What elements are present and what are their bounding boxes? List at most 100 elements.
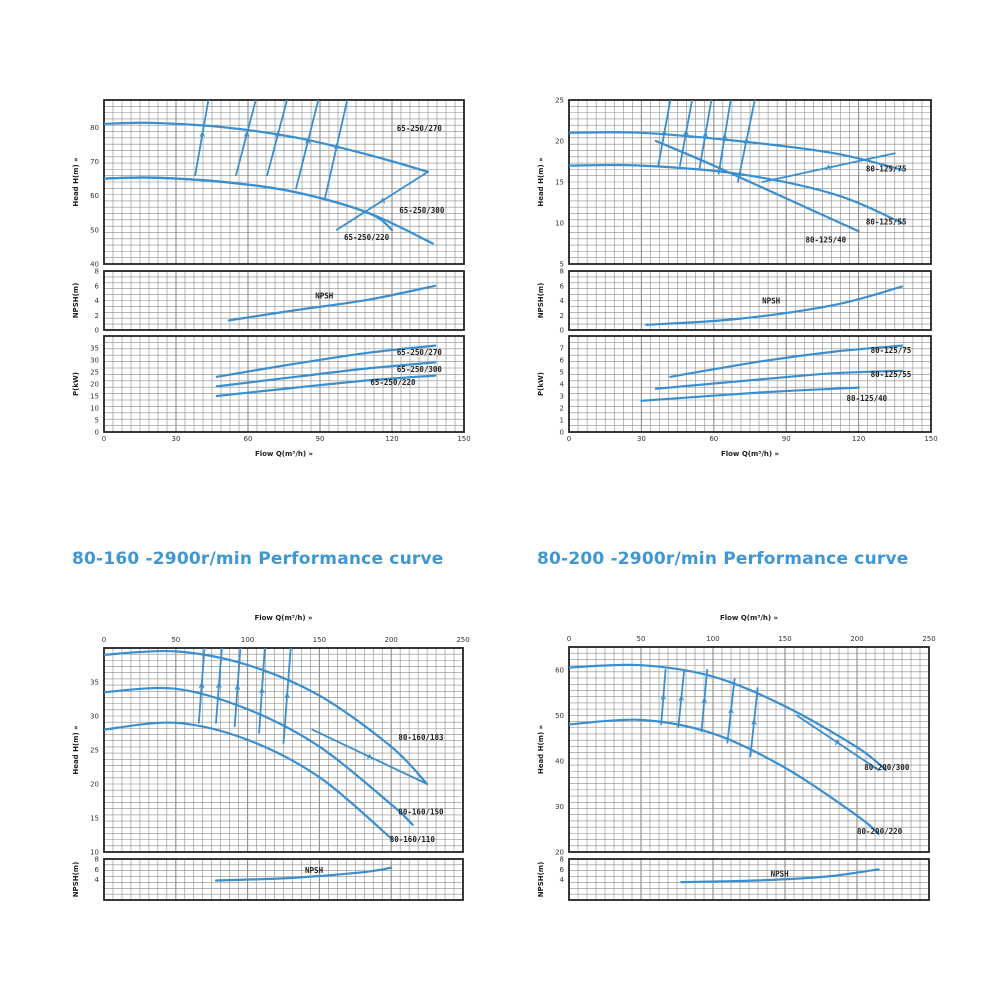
chart-title-80-160: 80-160 -2900r/min Performance curve <box>72 549 444 569</box>
y-tick-label: 15 <box>90 815 99 823</box>
y-axis-label: NPSH(m) <box>537 862 545 898</box>
y-tick-label: 6 <box>95 866 100 874</box>
x-tick-label: 50 <box>171 636 180 644</box>
y-axis-label: NPSH(m) <box>72 862 80 898</box>
y-tick-label: 20 <box>555 138 564 146</box>
x-tick-label: 30 <box>172 435 181 443</box>
x-tick-label: 200 <box>850 635 863 643</box>
efficiency-line <box>717 100 732 175</box>
curves <box>104 648 429 840</box>
grid <box>569 100 931 264</box>
x-tick-label: 100 <box>241 636 254 644</box>
x-tick-label: 90 <box>782 435 791 443</box>
x-tick-label: 30 <box>637 435 646 443</box>
x-tick-label: 0 <box>102 435 106 443</box>
panel-head: 5 10 15 20 25 Head H(m) » 80-125/75 80-125/55 80… <box>537 97 932 269</box>
series-line-80-125-40 <box>654 139 860 233</box>
x-tick-label: 200 <box>385 636 398 644</box>
y-tick-label: 6 <box>560 357 565 365</box>
y-tick-label: 5 <box>560 369 564 377</box>
curves <box>104 100 434 245</box>
series-line-80-160-110 <box>104 721 393 840</box>
panel-head: 20 30 40 50 60 Head H(m) » 80-200/300 80-200/22… <box>537 646 930 857</box>
efficiency-arrow-icon <box>259 687 265 694</box>
efficiency-line <box>677 668 686 728</box>
panel-frame <box>103 270 465 331</box>
efficiency-arrow-icon <box>834 739 841 746</box>
series-line-80-200-300 <box>569 663 887 772</box>
series-label: 80-125/40 <box>806 236 847 245</box>
grid <box>569 647 929 852</box>
panel-frame <box>103 647 464 853</box>
curves <box>227 284 437 322</box>
series-label: 65-250/270 <box>397 348 443 357</box>
y-tick-label: 6 <box>560 282 565 290</box>
panel-frame <box>103 335 465 433</box>
efficiency-arrow-icon <box>728 707 734 714</box>
series-line-80-125-75 <box>669 344 904 378</box>
efficiency-line <box>749 687 759 758</box>
efficiency-line <box>698 100 713 171</box>
efficiency-line <box>233 648 242 728</box>
x-tick-label: 0 <box>567 435 571 443</box>
series-label: 80-125/40 <box>847 394 888 403</box>
curves <box>215 344 437 398</box>
efficiency-line <box>795 714 880 771</box>
y-tick-label: 60 <box>90 192 99 200</box>
series-line-65-250-220 <box>215 374 437 398</box>
y-axis-label: Head H(m) » <box>537 157 545 206</box>
y-tick-label: 0 <box>95 327 99 335</box>
efficiency-line <box>311 728 428 785</box>
y-tick-label: 2 <box>95 312 99 320</box>
series-label: 80-125/55 <box>871 370 912 379</box>
efficiency-line <box>657 100 672 167</box>
y-tick-label: 25 <box>90 369 99 377</box>
y-tick-label: 7 <box>560 345 564 353</box>
y-tick-label: 40 <box>555 757 564 765</box>
curves <box>640 344 904 402</box>
x-tick-label: 0 <box>102 636 106 644</box>
x-tick-label: 50 <box>637 635 646 643</box>
series-line-65-250-300 <box>215 361 437 388</box>
series-line-80-125-55 <box>569 163 904 225</box>
series-label: 65-250/270 <box>397 124 443 133</box>
y-tick-label: 4 <box>560 381 565 389</box>
x-tick-label: 60 <box>244 435 253 443</box>
x-tick-label: 120 <box>385 435 398 443</box>
panel-power: 0 5 10 15 20 25 30 35 P(kW) 65-250/270 65-250/300 6… <box>72 335 465 437</box>
y-tick-label: 8 <box>560 856 564 864</box>
series-label: 80-125/75 <box>866 164 907 173</box>
series-label: NPSH <box>771 869 790 878</box>
x-tick-label: 100 <box>706 635 719 643</box>
grid <box>569 336 931 432</box>
grid <box>104 100 464 264</box>
series-label: 80-160/183 <box>398 733 444 742</box>
y-tick-label: 30 <box>90 357 99 365</box>
series-line-80-125-55 <box>654 369 904 390</box>
y-tick-label: 6 <box>95 282 100 290</box>
series-label: 65-250/220 <box>370 378 416 387</box>
series-label: NPSH <box>762 296 781 305</box>
efficiency-line <box>258 648 266 734</box>
chart-80-160: 10 15 20 25 30 35 Head H(m) » 80-160/183 80-160/… <box>72 614 470 901</box>
y-tick-label: 1 <box>560 417 564 425</box>
y-tick-label: 10 <box>555 220 564 228</box>
curves <box>645 285 904 326</box>
y-axis-label: NPSH(m) <box>537 283 545 319</box>
y-tick-label: 3 <box>560 393 564 401</box>
panel-head: 40 50 60 70 80 Head H(m) » 65-250/270 65-250/30… <box>72 99 465 269</box>
panel-frame <box>103 858 464 901</box>
efficiency-line <box>215 648 223 724</box>
y-tick-label: 2 <box>560 312 564 320</box>
y-tick-label: 2 <box>560 405 564 413</box>
y-tick-label: 4 <box>95 297 100 305</box>
y-tick-label: 20 <box>555 849 564 857</box>
y-tick-label: 35 <box>90 679 99 687</box>
y-tick-label: 5 <box>95 417 99 425</box>
efficiency-arrow-icon <box>234 683 241 690</box>
efficiency-line <box>679 100 693 167</box>
y-axis-label: P(kW) <box>537 372 545 396</box>
series-line-65-250-220 <box>104 176 394 231</box>
